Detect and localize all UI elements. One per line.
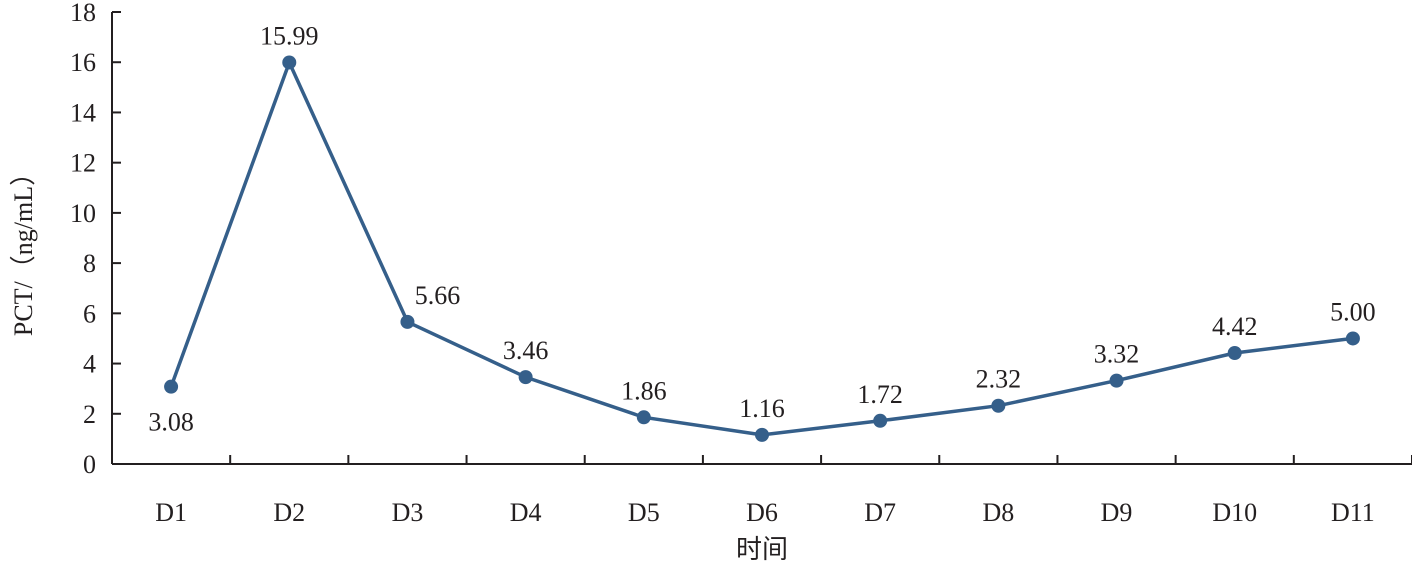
- data-label: 1.86: [621, 376, 667, 405]
- data-point: [873, 413, 888, 428]
- x-tick-label: D9: [1101, 498, 1133, 527]
- series-line: [169, 60, 1354, 437]
- data-point: [1345, 331, 1360, 346]
- data-points: [164, 55, 1360, 442]
- x-tick-label: D4: [510, 498, 542, 527]
- x-tick-label: D1: [155, 498, 187, 527]
- y-tick-label: 14: [70, 98, 96, 127]
- data-label: 5.66: [415, 281, 461, 310]
- data-label: 2.32: [976, 365, 1022, 394]
- data-label: 4.42: [1212, 312, 1258, 341]
- data-labels: 3.08 15.99 5.66 3.46 1.86 1.16 1.72 2.32 3.32 4.4…: [148, 21, 1375, 436]
- data-point: [991, 398, 1006, 413]
- axes: [111, 12, 1412, 465]
- y-axis-title: PCT/（ng/mL）: [9, 160, 38, 336]
- y-tick-label: 2: [83, 400, 96, 429]
- y-tick-label: 0: [83, 450, 96, 479]
- y-tick-label: 6: [83, 299, 96, 328]
- y-tick-label: 8: [83, 249, 96, 278]
- data-label: 3.32: [1094, 340, 1140, 369]
- data-label: 15.99: [260, 21, 319, 50]
- y-tick-label: 16: [70, 48, 96, 77]
- data-point: [282, 55, 297, 70]
- data-label: 1.72: [857, 380, 903, 409]
- x-axis-title: 时间: [736, 535, 788, 564]
- data-point: [164, 379, 179, 394]
- x-tick-label: D5: [628, 498, 660, 527]
- x-tick-label: D11: [1331, 498, 1375, 527]
- x-tick-label: D7: [864, 498, 896, 527]
- x-tick-label: D8: [982, 498, 1014, 527]
- x-tick-label: D10: [1212, 498, 1257, 527]
- x-tick-label: D3: [392, 498, 424, 527]
- x-axis-ticks: D1 D2 D3 D4 D5 D6 D7 D8 D9 D10 D11: [155, 455, 1412, 527]
- data-point: [400, 314, 415, 329]
- data-label: 3.08: [148, 408, 194, 437]
- data-label: 1.16: [739, 394, 785, 423]
- y-tick-label: 12: [70, 149, 96, 178]
- x-tick-label: D6: [746, 498, 778, 527]
- data-point: [1227, 346, 1242, 361]
- x-tick-label: D2: [273, 498, 305, 527]
- data-point: [1109, 373, 1124, 388]
- data-label: 5.00: [1330, 297, 1376, 326]
- data-point: [518, 370, 533, 385]
- y-tick-label: 10: [70, 199, 96, 228]
- y-tick-label: 4: [83, 350, 96, 379]
- data-point: [636, 410, 651, 425]
- data-point: [755, 427, 769, 442]
- y-tick-label: 18: [70, 0, 96, 27]
- y-axis-ticks: 0 2 4 6 8 10 12 14 16 18: [70, 0, 121, 479]
- data-label: 3.46: [503, 336, 549, 365]
